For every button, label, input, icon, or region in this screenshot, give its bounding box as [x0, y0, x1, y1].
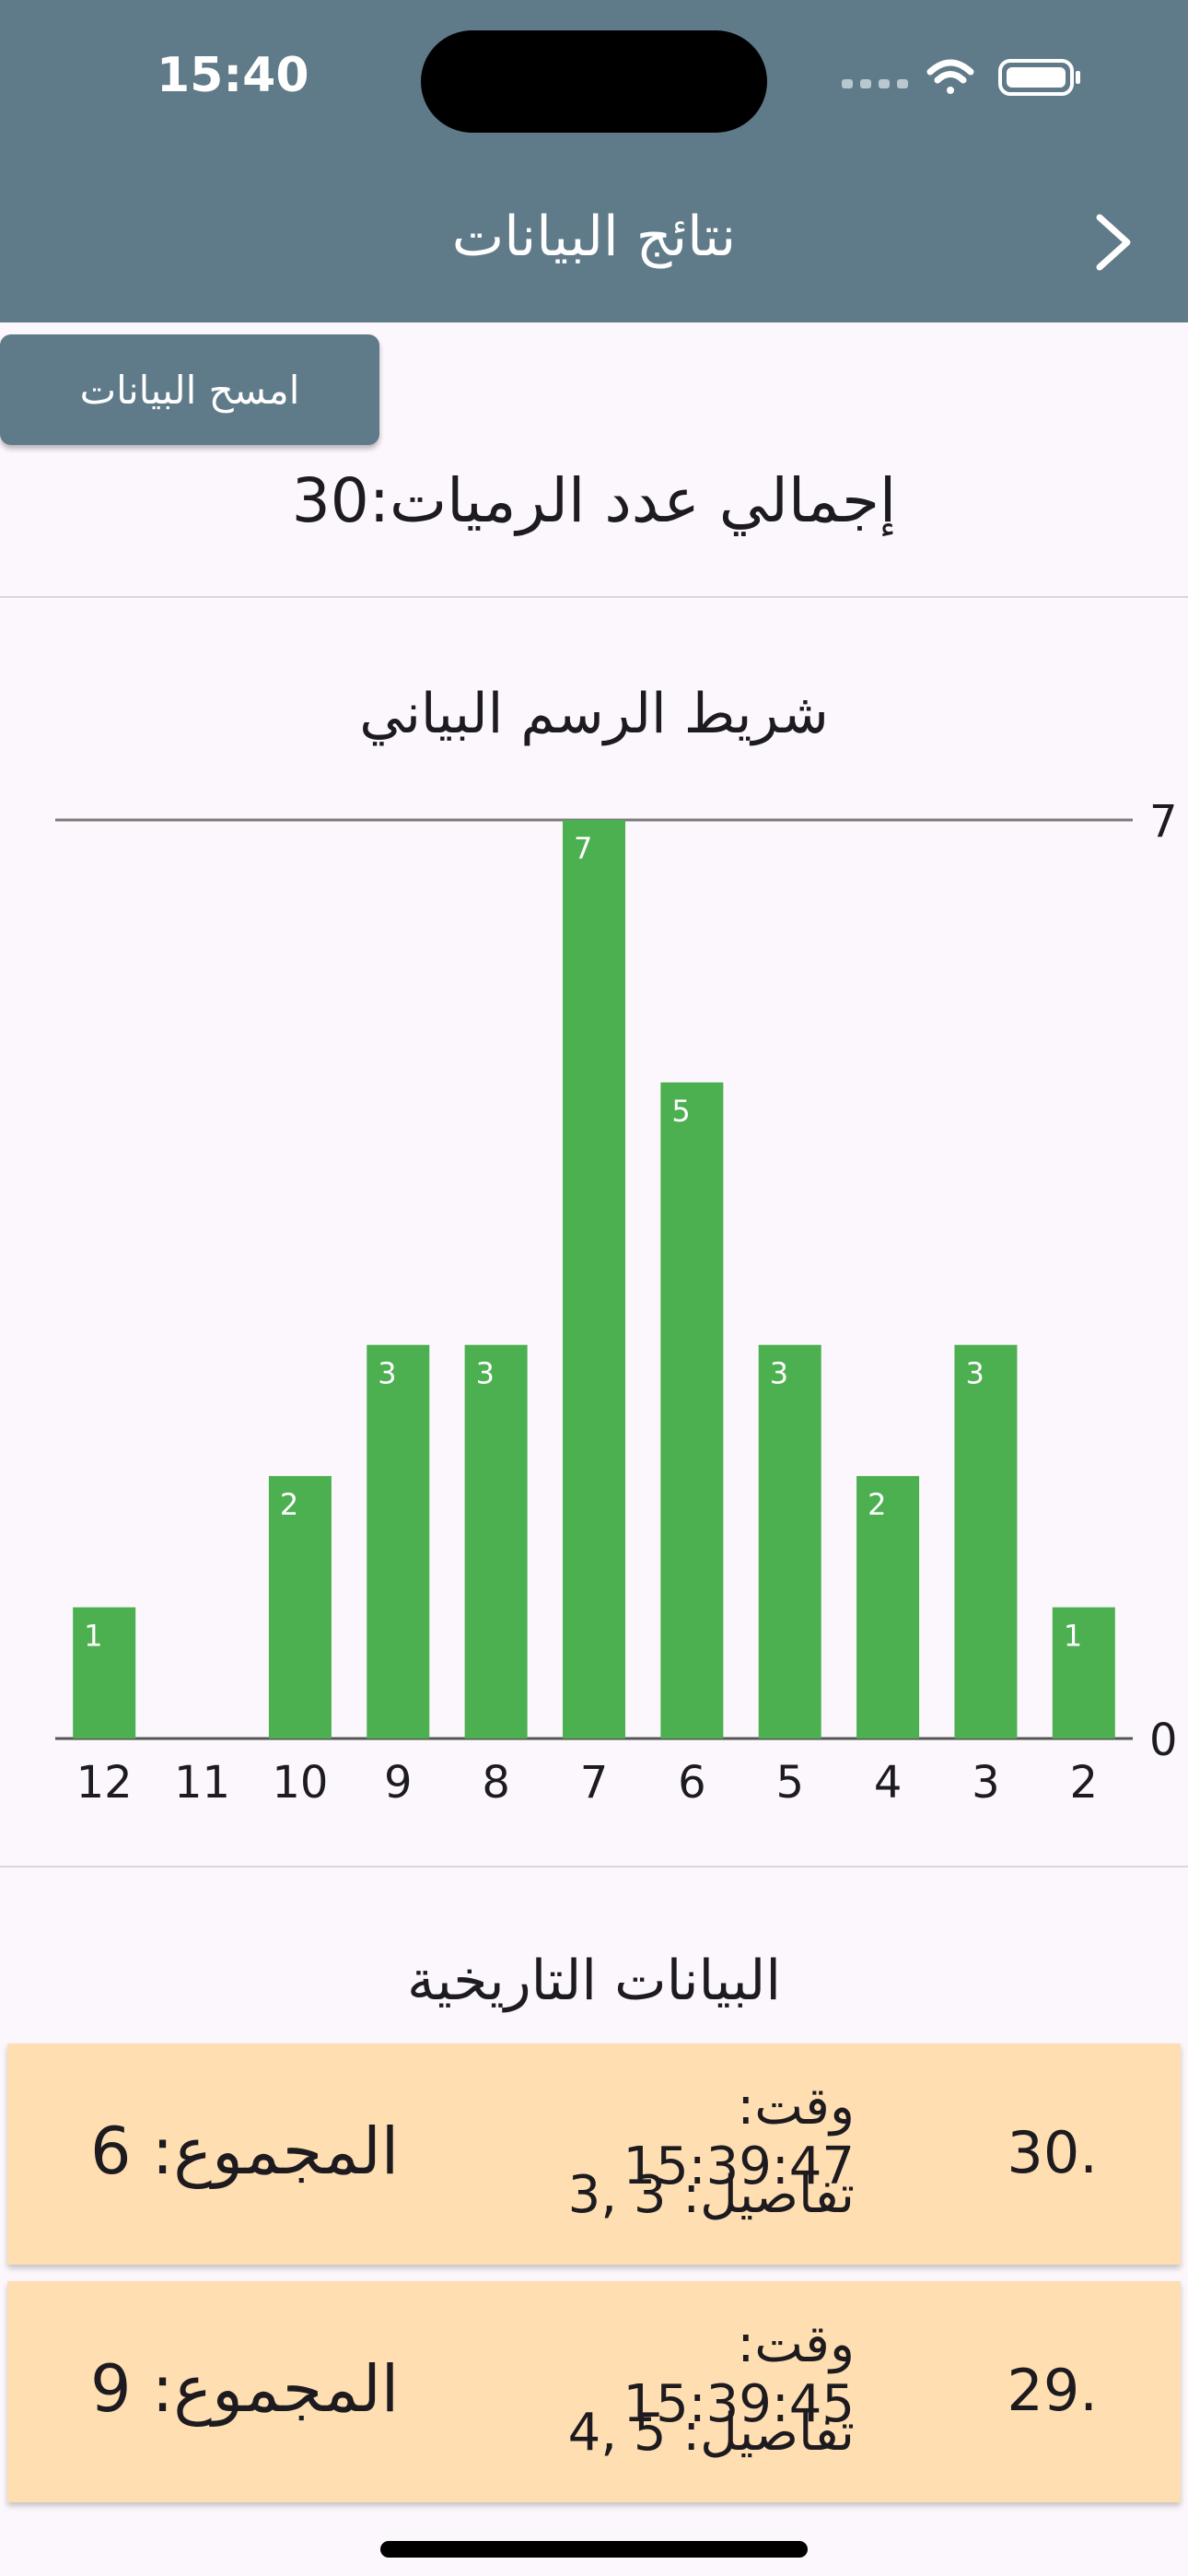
divider [0, 596, 1188, 598]
x-tick-label: 10 [272, 1757, 328, 1809]
history-details: تفاصيل: 5 ,4 [567, 2403, 855, 2463]
back-chevron-icon[interactable] [1087, 210, 1142, 275]
history-details: تفاصيل: 3 ,3 [567, 2165, 855, 2225]
y-tick-label: 0 [1149, 1715, 1178, 1766]
history-time: وقت: 15:39:47 [623, 2077, 855, 2196]
history-item: 29. وقت: 15:39:45 تفاصيل: 5 ,4 المجموع: … [7, 2281, 1181, 2502]
status-time: 15:40 [157, 48, 309, 103]
x-tick-label: 12 [76, 1757, 133, 1809]
bar-value-label: 2 [280, 1487, 298, 1522]
bar-value-label: 3 [476, 1356, 495, 1391]
bar [1052, 1607, 1115, 1739]
signal-icon [842, 79, 908, 88]
page-title: نتائج البيانات [451, 205, 737, 269]
chart-title: شريط الرسم البياني [359, 682, 829, 746]
bar [758, 1344, 821, 1739]
bar-value-label: 1 [84, 1619, 102, 1654]
y-tick-label: 7 [1149, 796, 1178, 848]
bar-value-label: 5 [671, 1094, 690, 1129]
x-tick-label: 6 [678, 1757, 706, 1809]
x-tick-label: 8 [482, 1757, 510, 1809]
bar [268, 1476, 332, 1739]
x-tick-label: 9 [384, 1757, 413, 1809]
clear-data-button[interactable]: امسح البيانات [0, 334, 379, 445]
bar [464, 1344, 528, 1739]
bar-value-label: 2 [868, 1487, 886, 1522]
battery-icon [998, 59, 1080, 96]
x-tick-label: 11 [174, 1757, 230, 1809]
app-bar: 15:40 نتائج البيانات [0, 0, 1188, 322]
bar-value-label: 1 [1064, 1619, 1082, 1654]
x-tick-label: 3 [972, 1757, 1000, 1809]
bar [856, 1476, 920, 1739]
x-tick-label: 2 [1070, 1757, 1099, 1809]
history-index: 30. [1007, 2119, 1098, 2186]
history-item: 30. وقت: 15:39:47 تفاصيل: 3 ,3 المجموع: … [7, 2043, 1181, 2265]
total-rolls: إجمالي عدد الرميات:30 [291, 465, 897, 536]
bar [563, 820, 625, 1739]
divider [0, 1866, 1188, 1868]
history-title: البيانات التاريخية [407, 1949, 781, 2013]
bar [367, 1344, 430, 1739]
dynamic-island [421, 30, 767, 133]
bar [73, 1607, 136, 1739]
bar-value-label: 7 [574, 831, 592, 866]
x-tick-label: 5 [775, 1757, 804, 1809]
bar-value-label: 3 [770, 1356, 788, 1391]
history-list: 30. وقت: 15:39:47 تفاصيل: 3 ,3 المجموع: … [7, 2043, 1181, 2519]
home-indicator [380, 2541, 808, 2558]
history-time: وقت: 15:39:45 [623, 2314, 855, 2434]
history-sum: المجموع: 9 [90, 2351, 400, 2427]
history-index: 29. [1007, 2357, 1098, 2424]
bar [954, 1344, 1018, 1739]
history-sum: المجموع: 6 [90, 2113, 400, 2189]
bar-value-label: 3 [378, 1356, 396, 1391]
x-tick-label: 4 [874, 1757, 903, 1809]
wifi-icon [926, 59, 974, 94]
x-tick-label: 7 [580, 1757, 609, 1809]
bar-value-label: 3 [965, 1356, 984, 1391]
status-icons [842, 59, 1080, 96]
bar [660, 1082, 724, 1739]
